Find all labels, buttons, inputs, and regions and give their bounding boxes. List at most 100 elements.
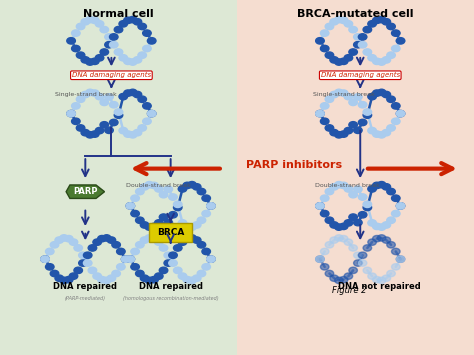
Circle shape xyxy=(363,267,372,274)
Circle shape xyxy=(55,275,64,282)
Circle shape xyxy=(320,264,329,270)
Circle shape xyxy=(133,57,142,63)
Circle shape xyxy=(138,23,146,30)
Bar xyxy=(0,0,237,355)
Circle shape xyxy=(396,203,405,209)
Circle shape xyxy=(159,191,168,198)
Circle shape xyxy=(138,125,146,131)
Circle shape xyxy=(105,34,113,40)
Circle shape xyxy=(316,110,324,117)
Circle shape xyxy=(119,21,128,27)
Circle shape xyxy=(377,132,386,138)
Circle shape xyxy=(387,125,395,131)
Circle shape xyxy=(363,109,372,115)
Circle shape xyxy=(128,59,137,65)
Circle shape xyxy=(339,235,348,242)
Circle shape xyxy=(60,277,68,284)
Circle shape xyxy=(396,203,405,209)
Circle shape xyxy=(387,96,395,103)
Circle shape xyxy=(131,248,139,255)
Circle shape xyxy=(202,248,210,255)
Circle shape xyxy=(105,94,113,100)
Circle shape xyxy=(91,17,99,23)
Circle shape xyxy=(67,110,75,117)
Circle shape xyxy=(126,203,135,209)
Circle shape xyxy=(140,222,149,228)
Circle shape xyxy=(197,242,206,248)
Circle shape xyxy=(81,130,90,136)
Circle shape xyxy=(354,219,362,226)
Circle shape xyxy=(358,34,367,40)
Circle shape xyxy=(102,277,111,284)
Circle shape xyxy=(316,38,324,44)
Circle shape xyxy=(363,26,372,33)
Circle shape xyxy=(354,42,362,48)
Circle shape xyxy=(330,275,338,282)
Circle shape xyxy=(178,186,187,192)
Circle shape xyxy=(138,96,146,103)
Circle shape xyxy=(387,217,395,223)
Circle shape xyxy=(349,245,357,251)
Circle shape xyxy=(363,204,372,211)
Circle shape xyxy=(72,45,80,52)
Circle shape xyxy=(339,182,348,189)
Circle shape xyxy=(46,248,54,255)
Circle shape xyxy=(373,58,381,65)
Circle shape xyxy=(178,220,187,226)
Text: (homologous recombination-mediated): (homologous recombination-mediated) xyxy=(123,296,219,301)
Circle shape xyxy=(136,217,144,223)
Circle shape xyxy=(316,203,324,209)
Circle shape xyxy=(100,49,109,55)
Circle shape xyxy=(363,245,372,251)
Circle shape xyxy=(349,191,357,198)
Circle shape xyxy=(368,239,376,245)
Circle shape xyxy=(95,93,104,100)
Circle shape xyxy=(155,186,163,192)
Circle shape xyxy=(183,223,191,230)
Circle shape xyxy=(81,91,90,98)
Circle shape xyxy=(164,219,173,226)
Circle shape xyxy=(100,99,109,105)
Circle shape xyxy=(396,110,405,117)
Text: Figure 2: Figure 2 xyxy=(332,286,366,295)
Circle shape xyxy=(150,182,158,189)
Circle shape xyxy=(344,55,353,61)
Circle shape xyxy=(325,52,334,58)
Circle shape xyxy=(136,189,144,195)
Circle shape xyxy=(143,30,151,36)
Circle shape xyxy=(368,220,376,226)
Circle shape xyxy=(339,277,348,283)
Circle shape xyxy=(349,99,357,105)
Circle shape xyxy=(112,270,120,277)
Circle shape xyxy=(382,57,391,63)
Circle shape xyxy=(320,211,329,217)
Circle shape xyxy=(330,57,338,63)
Circle shape xyxy=(147,110,156,117)
Circle shape xyxy=(83,252,92,258)
Circle shape xyxy=(133,91,142,98)
Circle shape xyxy=(325,242,334,248)
Circle shape xyxy=(396,38,405,44)
Text: Double-strand break: Double-strand break xyxy=(126,183,191,188)
Circle shape xyxy=(192,275,201,282)
Circle shape xyxy=(202,195,210,201)
Circle shape xyxy=(330,237,338,243)
Circle shape xyxy=(330,130,338,136)
Circle shape xyxy=(155,273,163,279)
Circle shape xyxy=(192,222,201,228)
Circle shape xyxy=(76,96,85,103)
Circle shape xyxy=(387,242,395,248)
Polygon shape xyxy=(66,185,104,198)
Circle shape xyxy=(128,16,137,23)
Circle shape xyxy=(325,23,334,30)
Circle shape xyxy=(155,220,163,226)
Text: Normal cell: Normal cell xyxy=(83,9,154,19)
Circle shape xyxy=(354,252,362,258)
Circle shape xyxy=(140,275,149,282)
Circle shape xyxy=(330,222,338,228)
Circle shape xyxy=(86,16,94,23)
Circle shape xyxy=(207,203,215,209)
Circle shape xyxy=(207,256,215,262)
Circle shape xyxy=(155,239,163,245)
Circle shape xyxy=(368,273,376,279)
